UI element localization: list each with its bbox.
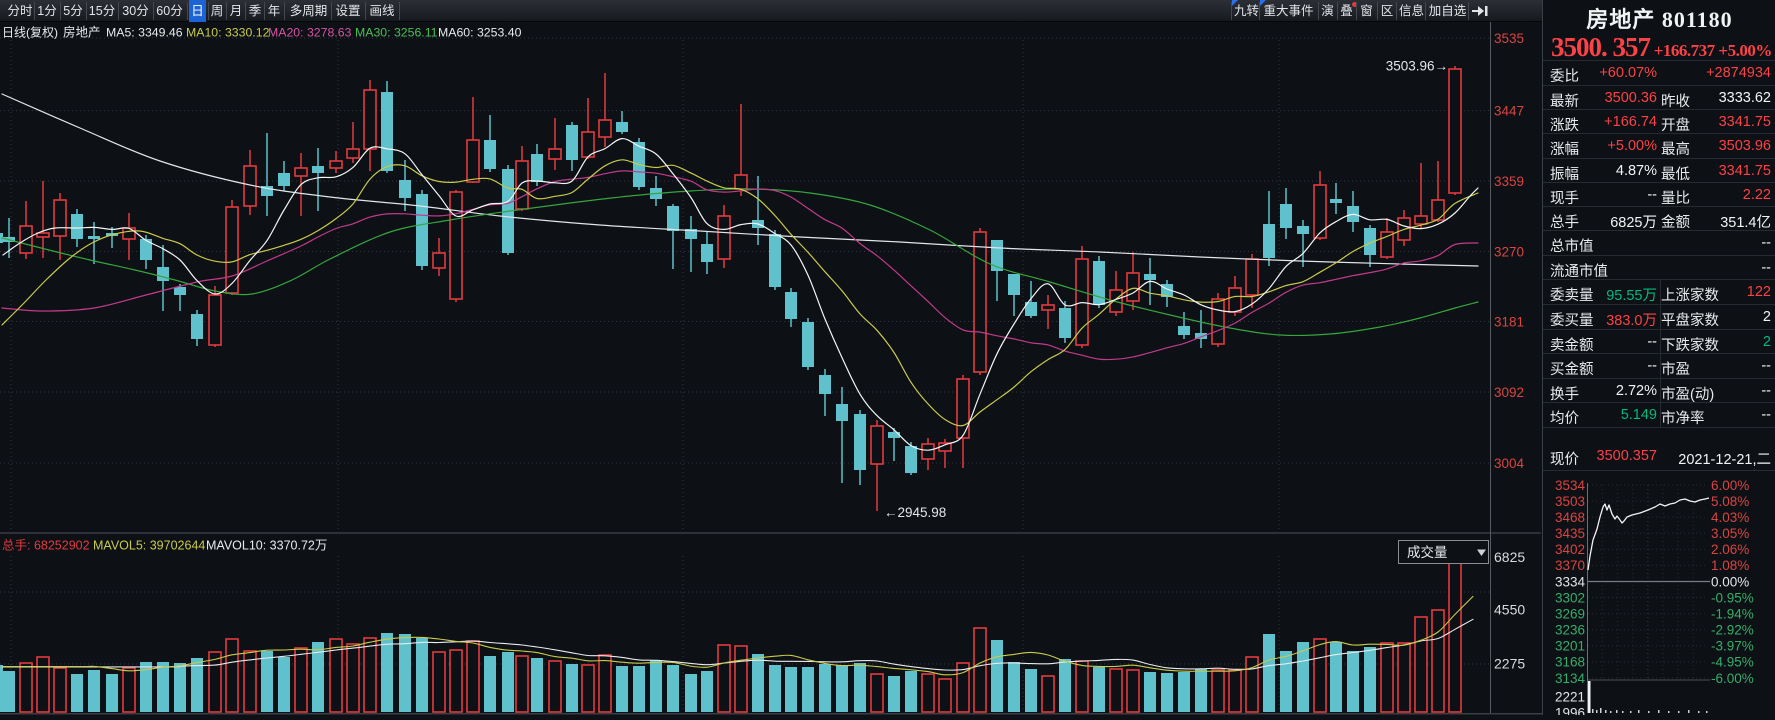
svg-text:3370: 3370: [1555, 558, 1585, 573]
svg-text:3503: 3503: [1555, 494, 1585, 509]
svg-text:2275: 2275: [1494, 656, 1525, 672]
svg-text:6.00%: 6.00%: [1711, 478, 1749, 493]
svg-text:3534: 3534: [1555, 478, 1586, 493]
svg-text:3302: 3302: [1555, 590, 1585, 605]
svg-text:1996: 1996: [1555, 706, 1585, 716]
svg-text:3447: 3447: [1494, 103, 1524, 118]
svg-text:3004: 3004: [1494, 456, 1525, 471]
svg-text:-6.00%: -6.00%: [1711, 671, 1754, 686]
svg-text:3168: 3168: [1555, 655, 1585, 670]
svg-text:3359: 3359: [1494, 174, 1524, 189]
svg-text:3402: 3402: [1555, 542, 1585, 557]
svg-text:-3.97%: -3.97%: [1711, 639, 1754, 654]
svg-text:3269: 3269: [1555, 606, 1585, 621]
svg-text:4550: 4550: [1494, 602, 1525, 618]
svg-text:3134: 3134: [1555, 671, 1586, 686]
svg-text:3270: 3270: [1494, 244, 1524, 259]
svg-text:←2945.98: ←2945.98: [884, 505, 946, 520]
svg-text:0.00%: 0.00%: [1711, 574, 1749, 589]
svg-text:成交量: 成交量: [1407, 544, 1448, 560]
svg-text:-2.92%: -2.92%: [1711, 623, 1754, 638]
svg-text:3201: 3201: [1555, 639, 1585, 654]
svg-text:1.08%: 1.08%: [1711, 558, 1749, 573]
svg-text:6825: 6825: [1494, 549, 1525, 565]
svg-text:2221: 2221: [1555, 690, 1585, 705]
svg-text:3236: 3236: [1555, 623, 1585, 638]
svg-text:3435: 3435: [1555, 526, 1585, 541]
svg-text:3334: 3334: [1555, 574, 1586, 589]
svg-text:3535: 3535: [1494, 31, 1524, 46]
svg-text:3.05%: 3.05%: [1711, 526, 1749, 541]
svg-text:5.08%: 5.08%: [1711, 494, 1749, 509]
svg-text:-1.94%: -1.94%: [1711, 606, 1754, 621]
svg-text:-4.95%: -4.95%: [1711, 655, 1754, 670]
svg-text:3503.96→: 3503.96→: [1386, 59, 1448, 74]
svg-text:4.03%: 4.03%: [1711, 510, 1749, 525]
svg-text:3468: 3468: [1555, 510, 1585, 525]
svg-text:3092: 3092: [1494, 385, 1524, 400]
svg-text:-0.95%: -0.95%: [1711, 590, 1754, 605]
svg-text:3181: 3181: [1494, 314, 1524, 329]
svg-text:2.06%: 2.06%: [1711, 542, 1749, 557]
